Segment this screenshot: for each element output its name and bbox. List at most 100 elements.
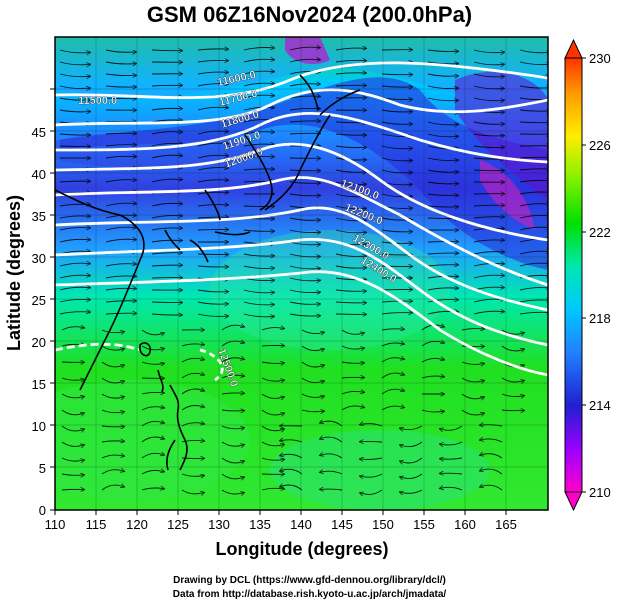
streamline [151, 132, 182, 135]
streamline [243, 83, 274, 87]
streamline [181, 389, 204, 395]
streamline [243, 265, 274, 268]
streamline [59, 228, 90, 231]
streamline [59, 49, 90, 53]
streamline [501, 329, 524, 334]
streamline [59, 216, 90, 218]
magenta-core-east [480, 160, 535, 230]
y-tick-label: 35 [32, 209, 46, 224]
streamline [243, 301, 274, 305]
streamline [501, 410, 524, 411]
streamline [421, 341, 444, 347]
streamline [381, 110, 412, 112]
streamline [59, 134, 90, 135]
streamline [105, 264, 136, 267]
streamline [427, 50, 458, 51]
streamline [243, 95, 274, 99]
y-tick-label: 40 [32, 167, 46, 182]
streamline [105, 74, 136, 76]
streamline [61, 425, 84, 431]
coastlines [55, 74, 361, 471]
streamline [473, 240, 504, 242]
streamline [427, 265, 458, 266]
colorbar-ramp [564, 57, 583, 493]
streamline [197, 107, 228, 111]
streamline [61, 393, 84, 398]
streamline [61, 327, 84, 331]
streamline [289, 229, 320, 233]
map-title: GSM 06Z16Nov2024 (200.0hPa) [146, 2, 473, 27]
streamline [61, 378, 84, 380]
y-tick-label: 45 [32, 125, 46, 140]
streamline [335, 229, 366, 233]
streamline [360, 458, 383, 459]
streamline [440, 473, 463, 474]
streamline [197, 60, 228, 62]
streamline [61, 489, 84, 490]
streamline [289, 59, 320, 63]
streamline [381, 389, 404, 395]
streamline [197, 49, 228, 50]
streamline [320, 471, 343, 475]
streamline [221, 473, 244, 479]
streamline [151, 265, 182, 266]
streamline [261, 441, 284, 446]
streamline [221, 457, 244, 463]
streamline [151, 228, 182, 230]
streamline [59, 73, 90, 77]
colorbar-bottom-arrow [564, 491, 583, 512]
streamline [151, 85, 182, 86]
streamline [151, 143, 182, 147]
streamline [335, 169, 366, 172]
streamline [335, 73, 366, 74]
streamline [335, 253, 366, 256]
x-tick-label: 110 [45, 517, 66, 532]
streamline [360, 424, 383, 427]
streamline [461, 346, 484, 347]
streamline [400, 425, 423, 430]
credit-line-data: Data from http://database.rish.kyoto-u.a… [172, 589, 447, 600]
streamline [61, 474, 84, 475]
streamline [427, 85, 458, 88]
streamline [261, 377, 284, 381]
streamline [221, 375, 244, 379]
y-tick-label: 30 [32, 251, 46, 266]
streamline [289, 241, 320, 245]
map-plot-area: 11500.0 11600.0 11700.0 11800.0 11900.0 … [55, 37, 548, 510]
streamline [280, 454, 303, 459]
streamline [473, 217, 504, 218]
streamline [440, 458, 463, 459]
streamline [197, 205, 228, 206]
streamline [381, 329, 404, 330]
streamline [197, 180, 228, 182]
streamline [243, 59, 274, 63]
streamline [181, 358, 204, 363]
streamline [461, 377, 484, 382]
streamline [280, 469, 303, 475]
streamline [381, 74, 412, 75]
streamline [197, 266, 228, 267]
streamline [105, 156, 136, 158]
streamline [151, 203, 182, 207]
streamline [197, 72, 228, 74]
grid [55, 37, 548, 510]
streamline [101, 377, 124, 383]
streamline [320, 489, 343, 490]
streamline [301, 410, 324, 412]
streamline [473, 73, 504, 77]
streamline [320, 454, 343, 459]
streamline [101, 455, 124, 459]
streamline [427, 300, 458, 303]
streamline [473, 146, 504, 148]
streamline [181, 473, 204, 476]
streamline [473, 263, 504, 267]
streamline [473, 252, 504, 255]
y-tick-labels: 0 5 10 15 20 25 30 35 40 45 [32, 125, 46, 518]
streamline [59, 299, 90, 303]
streamline [381, 145, 412, 149]
streamline [400, 457, 423, 463]
streamline [197, 168, 228, 171]
streamline [261, 393, 284, 398]
colorbar-labels: 210 214 218 222 226 230 [589, 51, 611, 500]
